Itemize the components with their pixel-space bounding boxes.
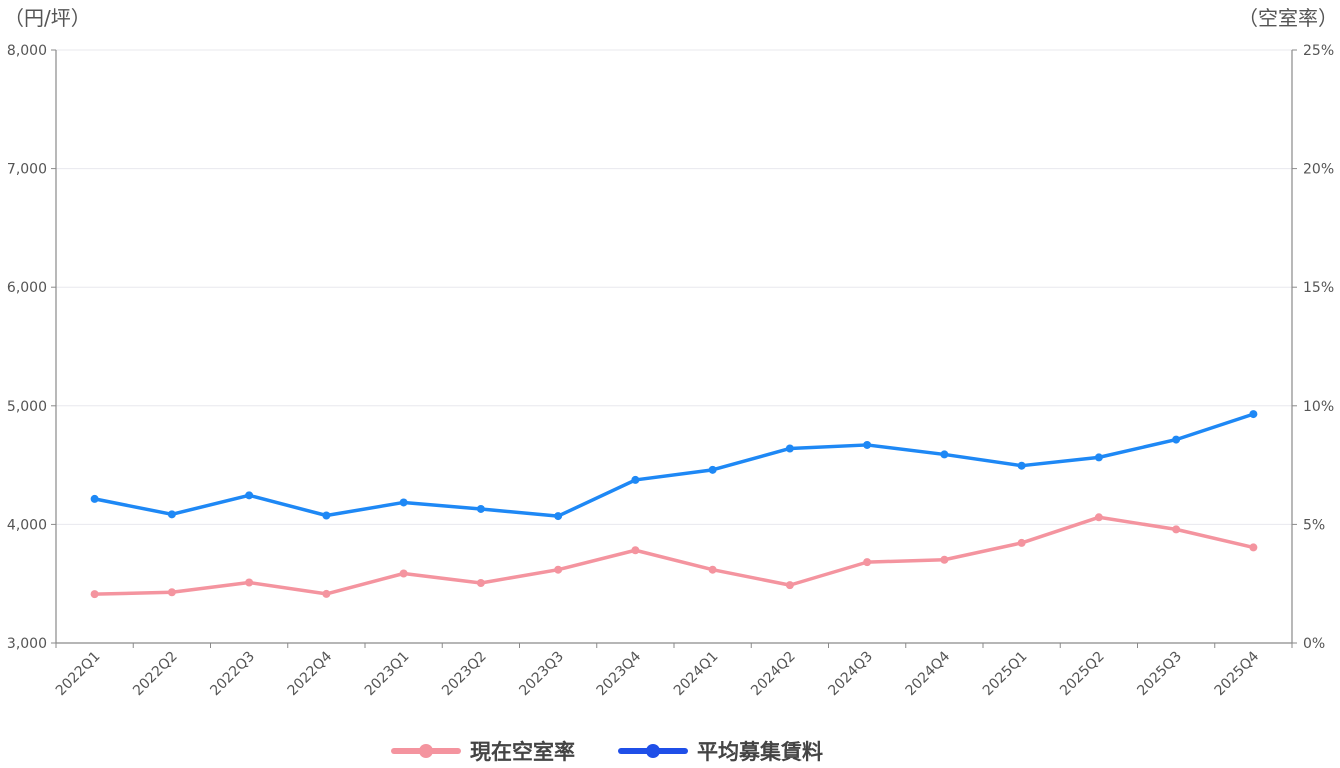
x-tick-label: 2024Q1 bbox=[671, 649, 722, 700]
legend-swatch-vacancy-dot bbox=[419, 744, 433, 758]
data-point[interactable] bbox=[863, 558, 872, 567]
data-point[interactable] bbox=[1017, 538, 1026, 547]
x-tick-label: 2024Q4 bbox=[903, 648, 954, 699]
data-point[interactable] bbox=[631, 546, 640, 555]
data-point[interactable] bbox=[1094, 453, 1103, 462]
data-point[interactable] bbox=[708, 465, 717, 474]
data-point[interactable] bbox=[167, 588, 176, 597]
data-point[interactable] bbox=[1172, 435, 1181, 444]
series-layer bbox=[90, 410, 1258, 599]
data-point[interactable] bbox=[90, 494, 99, 503]
x-tick-label: 2024Q3 bbox=[825, 649, 876, 700]
right-tick-label: 10% bbox=[1303, 399, 1334, 415]
legend-swatch-rent-dot bbox=[646, 744, 660, 758]
x-tick-label: 2022Q1 bbox=[53, 649, 104, 700]
data-point[interactable] bbox=[476, 504, 485, 513]
data-point[interactable] bbox=[940, 555, 949, 564]
legend-label-vacancy: 現在空室率 bbox=[470, 740, 575, 764]
left-axis-unit-label: （円/坪） bbox=[4, 6, 91, 30]
left-tick-label: 8,000 bbox=[7, 43, 47, 59]
x-tick-label: 2025Q4 bbox=[1212, 648, 1263, 699]
series-average-rent bbox=[90, 410, 1258, 521]
right-axis-ticks: 0% 5% 10% 15% 20% 25% bbox=[1292, 43, 1334, 652]
left-tick-label: 6,000 bbox=[7, 280, 47, 296]
data-point[interactable] bbox=[785, 444, 794, 453]
right-tick-label: 0% bbox=[1303, 636, 1325, 652]
left-axis-ticks: 3,000 4,000 5,000 6,000 7,000 8,000 bbox=[7, 43, 56, 652]
x-tick-label: 2023Q1 bbox=[362, 649, 413, 700]
x-tick-label: 2023Q4 bbox=[594, 648, 645, 699]
data-point[interactable] bbox=[399, 569, 408, 578]
legend: 現在空室率 平均募集賃料 bbox=[391, 740, 823, 764]
data-point[interactable] bbox=[554, 565, 563, 574]
data-point[interactable] bbox=[631, 475, 640, 484]
series-vacancy-rate bbox=[90, 513, 1258, 599]
data-point[interactable] bbox=[322, 589, 331, 598]
left-tick-label: 5,000 bbox=[7, 399, 47, 415]
data-point[interactable] bbox=[785, 581, 794, 590]
x-tick-label: 2025Q1 bbox=[980, 649, 1031, 700]
data-point[interactable] bbox=[90, 590, 99, 599]
data-point[interactable] bbox=[245, 491, 254, 500]
data-point[interactable] bbox=[940, 450, 949, 459]
x-tick-label: 2022Q2 bbox=[130, 649, 181, 700]
x-tick-label: 2022Q4 bbox=[285, 648, 336, 699]
data-point[interactable] bbox=[399, 498, 408, 507]
data-point[interactable] bbox=[322, 511, 331, 520]
data-point[interactable] bbox=[1094, 513, 1103, 522]
x-tick-label: 2025Q2 bbox=[1057, 649, 1108, 700]
series-line bbox=[92, 515, 1256, 596]
right-tick-label: 20% bbox=[1303, 162, 1334, 178]
data-point[interactable] bbox=[245, 578, 254, 587]
legend-label-rent: 平均募集賃料 bbox=[697, 740, 823, 764]
series-line bbox=[92, 412, 1256, 518]
data-point[interactable] bbox=[863, 440, 872, 449]
x-axis-ticks: 2022Q1 2022Q2 2022Q3 2022Q4 2023Q1 2023Q2 2023… bbox=[53, 643, 1293, 700]
x-tick-label: 2022Q3 bbox=[207, 649, 258, 700]
left-tick-label: 7,000 bbox=[7, 162, 47, 178]
data-point[interactable] bbox=[554, 512, 563, 521]
x-tick-label: 2024Q2 bbox=[748, 649, 799, 700]
data-point[interactable] bbox=[476, 578, 485, 587]
legend-item-rent[interactable]: 平均募集賃料 bbox=[618, 740, 823, 764]
data-point[interactable] bbox=[708, 565, 717, 574]
data-point[interactable] bbox=[167, 510, 176, 519]
legend-item-vacancy[interactable]: 現在空室率 bbox=[391, 740, 575, 764]
data-point[interactable] bbox=[1017, 461, 1026, 470]
x-tick-label: 2023Q3 bbox=[516, 649, 567, 700]
left-tick-label: 4,000 bbox=[7, 517, 47, 533]
right-axis-unit-label: （空室率） bbox=[1238, 6, 1338, 30]
grid-lines bbox=[56, 49, 1292, 525]
right-tick-label: 5% bbox=[1303, 517, 1325, 533]
data-point[interactable] bbox=[1249, 543, 1258, 552]
x-tick-label: 2023Q2 bbox=[439, 649, 490, 700]
axes bbox=[55, 50, 1293, 644]
right-tick-label: 25% bbox=[1303, 43, 1334, 59]
left-tick-label: 3,000 bbox=[7, 636, 47, 652]
right-tick-label: 15% bbox=[1303, 280, 1334, 296]
data-point[interactable] bbox=[1249, 410, 1258, 419]
x-tick-label: 2025Q3 bbox=[1134, 649, 1185, 700]
data-point[interactable] bbox=[1172, 525, 1181, 534]
